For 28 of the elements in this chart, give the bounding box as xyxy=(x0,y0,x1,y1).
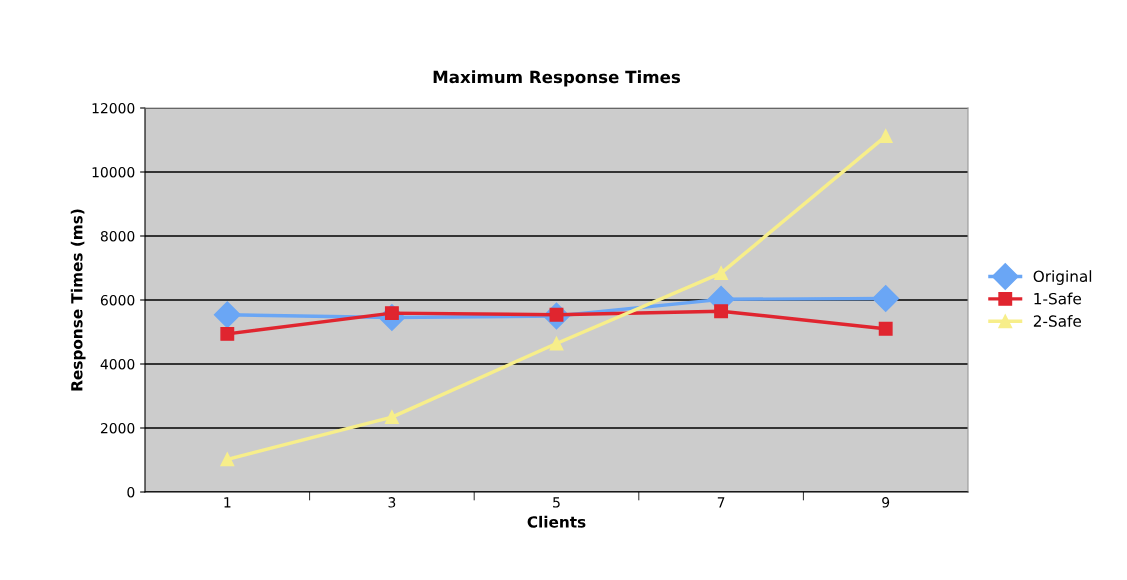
y-tick-label: 0 xyxy=(127,486,135,498)
y-tick-label: 12000 xyxy=(92,102,135,114)
y-tick-label: 6000 xyxy=(100,294,135,306)
y-tick-label: 4000 xyxy=(100,358,135,370)
x-tick-label: 7 xyxy=(717,497,725,508)
point xyxy=(714,266,729,281)
x-tick-label: 9 xyxy=(882,497,890,508)
point xyxy=(384,410,399,425)
x-axis-title: Clients xyxy=(527,515,586,528)
x-tick-label: 3 xyxy=(388,497,396,508)
y-tick-label: 10000 xyxy=(92,166,135,178)
point xyxy=(872,284,900,312)
legend-label: Original xyxy=(1033,270,1092,285)
y-axis-title: Response Times (ms) xyxy=(70,209,86,391)
y-tick-label: 8000 xyxy=(100,230,135,242)
point xyxy=(549,336,564,351)
legend-label: 1-Safe xyxy=(1034,292,1082,305)
point xyxy=(220,452,235,467)
point xyxy=(714,304,729,319)
x-tick-label: 1 xyxy=(224,497,231,508)
point xyxy=(213,301,241,329)
point xyxy=(220,326,235,341)
point xyxy=(878,129,893,144)
legend-label: 2-Safe xyxy=(1033,315,1082,327)
y-tick-label: 2000 xyxy=(100,422,135,434)
x-tick-label: 5 xyxy=(553,497,560,508)
point xyxy=(878,321,893,336)
chart-title: Maximum Response Times xyxy=(433,70,681,87)
